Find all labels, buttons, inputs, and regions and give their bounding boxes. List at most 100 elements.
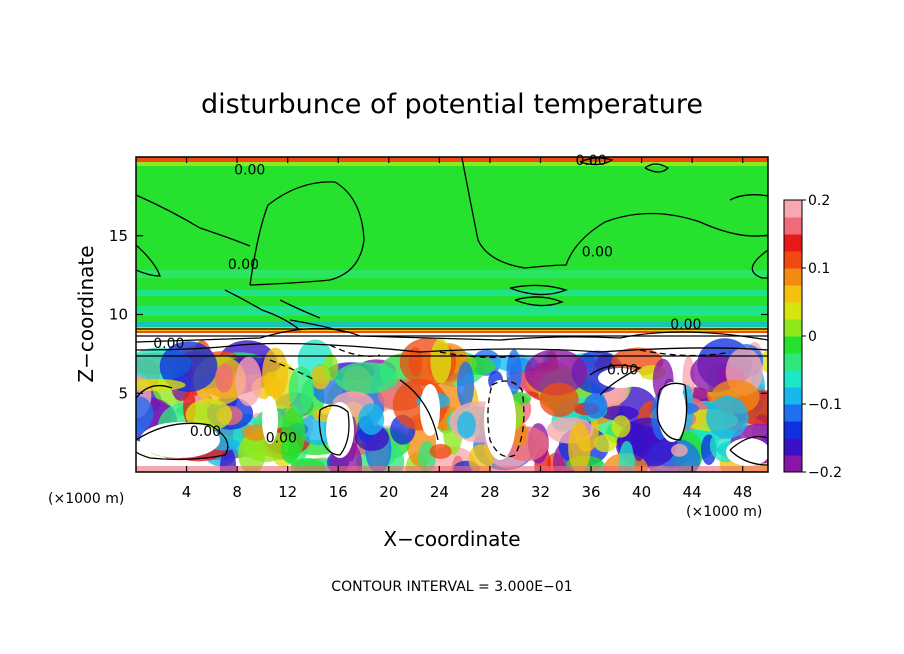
- field-band-3: [136, 306, 768, 316]
- field-upper-layer: [136, 157, 768, 335]
- y-tick-label: 10: [109, 306, 128, 324]
- x-tick-label: 48: [733, 483, 752, 501]
- eddy-cell: [600, 405, 639, 421]
- field-top-band: [136, 162, 768, 166]
- field-band-4: [136, 322, 768, 327]
- eddy-cell: [568, 422, 591, 472]
- contour-interval-note: CONTOUR INTERVAL = 3.000E−01: [331, 579, 572, 595]
- x-tick-label: 16: [329, 483, 348, 501]
- eddy-cell: [457, 411, 476, 439]
- contour-line: [279, 299, 321, 319]
- contour-line: [514, 296, 564, 307]
- field-band-6: [136, 331, 768, 333]
- eddy-cell: [235, 356, 262, 407]
- eddy-white-core: [658, 382, 686, 442]
- contour-label: 0.00: [234, 163, 265, 179]
- x-tick-label: 24: [430, 483, 449, 501]
- eddy-cell: [468, 444, 494, 472]
- x-tick-label: 36: [581, 483, 600, 501]
- contour-line: [249, 181, 365, 286]
- y-axis-label: Z−coordinate: [74, 245, 98, 382]
- eddy-cell: [632, 423, 646, 462]
- colorbar-segment: [784, 404, 802, 422]
- contour-line: [656, 382, 688, 441]
- eddy-cell: [524, 349, 588, 396]
- eddy-cell: [159, 341, 218, 392]
- eddy-white-core: [326, 402, 354, 458]
- field-eddies: [136, 338, 768, 472]
- contour-line: [136, 327, 768, 343]
- eddy-cell: [583, 393, 608, 419]
- eddy-cell: [215, 363, 234, 393]
- colorbar-segment: [784, 353, 802, 371]
- x-unit-left: (×1000 m): [48, 491, 124, 507]
- colorbar-segment: [784, 251, 802, 269]
- contour-line: [289, 319, 346, 333]
- contour-line: [136, 422, 229, 461]
- y-tick-label: 15: [109, 227, 128, 245]
- colorbar-segment: [784, 336, 802, 354]
- y-tick-label: 5: [118, 384, 128, 402]
- colorbar-segment: [784, 319, 802, 337]
- contour-line: [136, 244, 161, 277]
- contour-line: [269, 359, 316, 381]
- contour-line: [224, 289, 301, 331]
- contour-line: [461, 157, 768, 269]
- contour-label: 0.00: [266, 430, 297, 446]
- x-tick-label: 44: [683, 483, 702, 501]
- x-tick-label: 32: [531, 483, 550, 501]
- colorbar-segment: [784, 438, 802, 456]
- eddy-cell: [280, 437, 300, 464]
- chart-title: disturbunce of potential temperature: [201, 89, 703, 120]
- contour-line: [639, 349, 731, 357]
- field-band-2: [136, 290, 768, 296]
- colorbar-tick-label: 0.1: [808, 261, 830, 277]
- contour-line: [509, 284, 568, 296]
- eddy-cell: [618, 440, 635, 472]
- contour-lines: [136, 157, 768, 466]
- contour-label: 0.00: [228, 257, 259, 273]
- eddy-cell: [671, 443, 688, 457]
- eddy-cell: [611, 415, 631, 438]
- colorbar-segment: [784, 268, 802, 286]
- colorbar-tick-label: −0.1: [808, 397, 842, 413]
- eddy-cell: [429, 443, 452, 459]
- contour-line: [318, 404, 350, 456]
- eddy-cell: [593, 434, 618, 453]
- contour-line: [136, 342, 768, 353]
- colorbar-tick-label: −0.2: [808, 465, 842, 481]
- x-tick-label: 40: [632, 483, 651, 501]
- contour-label: 0.00: [670, 317, 701, 333]
- contour-line: [589, 364, 642, 396]
- contour-line: [136, 384, 173, 399]
- eddy-cell: [539, 382, 579, 417]
- field-band-1: [136, 270, 768, 278]
- eddy-cell: [243, 424, 269, 441]
- colorbar-segment: [784, 455, 802, 473]
- eddy-cell: [706, 395, 749, 439]
- surface-band: [136, 466, 768, 472]
- contour-line: [399, 379, 439, 441]
- eddy-cell: [334, 362, 399, 394]
- colorbar-segment: [784, 421, 802, 439]
- x-tick-label: 28: [480, 483, 499, 501]
- x-tick-label: 20: [379, 483, 398, 501]
- contour-line: [579, 157, 614, 166]
- colorbar-segment: [784, 370, 802, 388]
- colorbar-tick-label: 0: [808, 329, 817, 345]
- contour-line: [729, 435, 768, 466]
- y-axis: 5 10 15: [109, 227, 768, 402]
- eddy-cell: [288, 366, 315, 415]
- eddy-cell: [456, 361, 475, 409]
- eddy-cell: [358, 403, 385, 436]
- colorbar-ticks: 0.2 0.1 0 −0.1 −0.2: [802, 193, 842, 481]
- contour-label: 0.00: [607, 363, 638, 379]
- contour-line: [729, 194, 768, 201]
- x-unit-right: (×1000 m): [686, 504, 762, 520]
- colorbar-segment: [784, 387, 802, 405]
- colorbar-segment: [784, 217, 802, 235]
- eddy-cell: [430, 338, 452, 384]
- contour-label: 0.00: [153, 336, 184, 352]
- contour-labels: 0.000.000.000.000.000.000.000.00 0.00: [153, 153, 701, 446]
